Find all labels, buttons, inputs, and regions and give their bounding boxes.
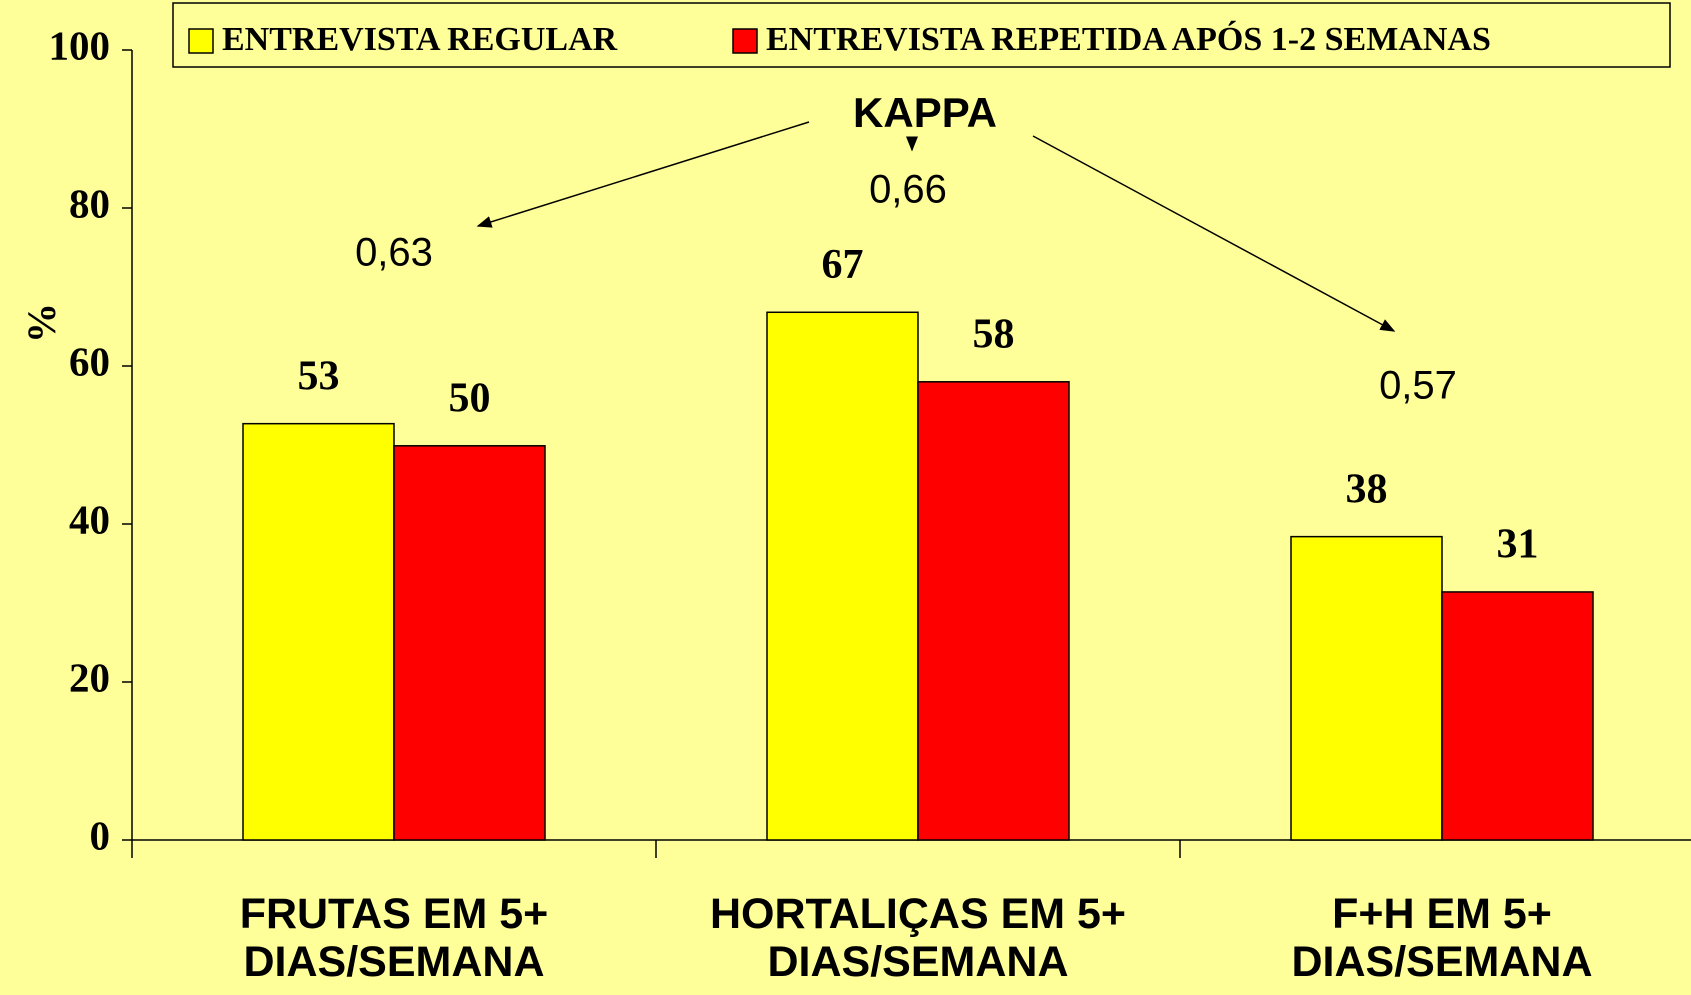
x-tick-label: HORTALIÇAS EM 5+ DIAS/SEMANA — [709, 890, 1127, 986]
annotation: KAPPA — [853, 89, 997, 136]
annotation: 0,66 — [869, 168, 947, 212]
y-tick-label: 40 — [69, 496, 110, 542]
arrow — [1032, 135, 1396, 332]
legend-label: ENTREVISTA REGULAR — [222, 21, 618, 58]
x-tick-label: F+H EM 5+ DIAS/SEMANA — [1291, 890, 1593, 986]
legend-label: ENTREVISTA REPETIDA APÓS 1-2 SEMANAS — [766, 20, 1491, 58]
x-tick-label: FRUTAS EM 5+ DIAS/SEMANA — [239, 890, 549, 986]
annotation: 0,63 — [355, 231, 433, 275]
data-label: 38 — [1346, 466, 1388, 512]
bar — [917, 381, 1070, 841]
bar — [766, 311, 919, 841]
y-tick-label: 20 — [69, 654, 110, 700]
bar — [1441, 591, 1594, 841]
y-axis-label: % — [19, 303, 64, 343]
y-tick-label: 80 — [69, 180, 110, 226]
data-label: 67 — [822, 242, 864, 288]
data-label: 31 — [1497, 522, 1539, 568]
annotation: 0,57 — [1379, 364, 1457, 408]
legend-swatch — [188, 28, 214, 54]
bar — [393, 445, 546, 841]
y-tick-label: 0 — [90, 812, 111, 858]
data-label: 50 — [449, 375, 491, 421]
y-tick-label: 60 — [69, 338, 110, 384]
bar — [1290, 535, 1443, 841]
arrow — [476, 121, 810, 228]
bar — [242, 422, 395, 841]
data-label: 53 — [298, 353, 340, 399]
legend-box — [172, 2, 1671, 68]
data-label: 58 — [973, 311, 1015, 357]
y-tick-label: 100 — [49, 22, 111, 68]
legend-swatch — [732, 28, 758, 54]
